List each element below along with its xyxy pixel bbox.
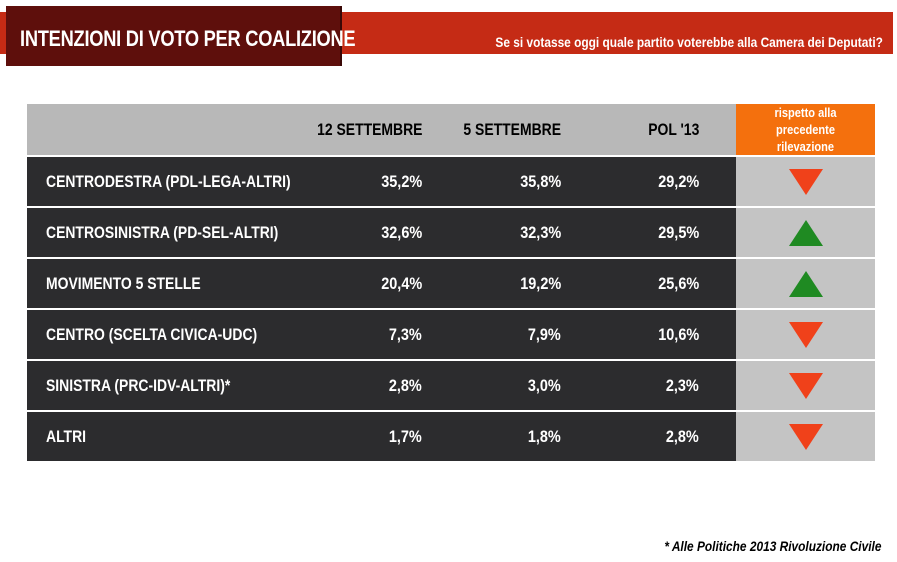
column-header-12-settembre: 12 SETTEMBRE (316, 120, 422, 139)
table-row: ALTRI 1,7% 1,8% 2,8% (27, 410, 875, 461)
value-5-settembre: 1,8% (528, 427, 561, 446)
arrow-down-icon (789, 322, 823, 348)
trend-cell (736, 259, 875, 308)
column-header-trend: rispetto alla precedente rilevazione (736, 104, 875, 155)
poll-table: 12 SETTEMBRE 5 SETTEMBRE POL '13 rispett… (27, 104, 875, 461)
trend-cell (736, 412, 875, 461)
trend-cell (736, 361, 875, 410)
value-5-settembre: 7,9% (528, 325, 561, 344)
row-label: SINISTRA (PRC-IDV-ALTRI)* (46, 376, 231, 395)
value-pol-13: 10,6% (658, 325, 699, 344)
value-5-settembre: 3,0% (528, 376, 561, 395)
table-row: CENTROSINISTRA (PD-SEL-ALTRI) 32,6% 32,3% 2… (27, 206, 875, 257)
trend-cell (736, 157, 875, 206)
row-label: CENTRO (SCELTA CIVICA-UDC) (46, 325, 258, 344)
table-row: CENTRO (SCELTA CIVICA-UDC) 7,3% 7,9% 10,6% (27, 308, 875, 359)
table-row: MOVIMENTO 5 STELLE 20,4% 19,2% 25,6% (27, 257, 875, 308)
value-12-settembre: 7,3% (389, 325, 422, 344)
page-title: INTENZIONI DI VOTO PER COALIZIONE (20, 26, 356, 51)
arrow-down-icon (789, 424, 823, 450)
value-12-settembre: 1,7% (389, 427, 422, 446)
row-label: ALTRI (46, 427, 87, 446)
value-5-settembre: 19,2% (520, 274, 561, 293)
table-row: CENTRODESTRA (PDL-LEGA-ALTRI) 35,2% 35,8% 2… (27, 155, 875, 206)
title-box: INTENZIONI DI VOTO PER COALIZIONE (6, 6, 356, 66)
row-label: MOVIMENTO 5 STELLE (46, 274, 201, 293)
value-pol-13: 29,2% (658, 172, 699, 191)
arrow-up-icon (789, 271, 823, 297)
column-header-5-settembre: 5 SETTEMBRE (463, 120, 561, 139)
value-12-settembre: 2,8% (389, 376, 422, 395)
value-pol-13: 25,6% (658, 274, 699, 293)
arrow-up-icon (789, 220, 823, 246)
table-header-row: 12 SETTEMBRE 5 SETTEMBRE POL '13 rispett… (27, 104, 875, 155)
table-row: SINISTRA (PRC-IDV-ALTRI)* 2,8% 3,0% 2,3% (27, 359, 875, 410)
arrow-down-icon (789, 373, 823, 399)
value-pol-13: 2,8% (666, 427, 699, 446)
column-header-pol-13: POL '13 (647, 120, 699, 139)
trend-cell (736, 310, 875, 359)
trend-cell (736, 208, 875, 257)
value-pol-13: 29,5% (658, 223, 699, 242)
value-pol-13: 2,3% (666, 376, 699, 395)
value-12-settembre: 32,6% (381, 223, 422, 242)
subtitle: Se si votasse oggi quale partito votereb… (495, 34, 883, 50)
value-12-settembre: 20,4% (381, 274, 422, 293)
value-5-settembre: 32,3% (520, 223, 561, 242)
value-12-settembre: 35,2% (381, 172, 422, 191)
footnote: * Alle Politiche 2013 Rivoluzione Civile (663, 538, 881, 554)
arrow-down-icon (789, 169, 823, 195)
row-label: CENTRODESTRA (PDL-LEGA-ALTRI) (46, 172, 291, 191)
row-label: CENTROSINISTRA (PD-SEL-ALTRI) (46, 223, 279, 242)
value-5-settembre: 35,8% (520, 172, 561, 191)
